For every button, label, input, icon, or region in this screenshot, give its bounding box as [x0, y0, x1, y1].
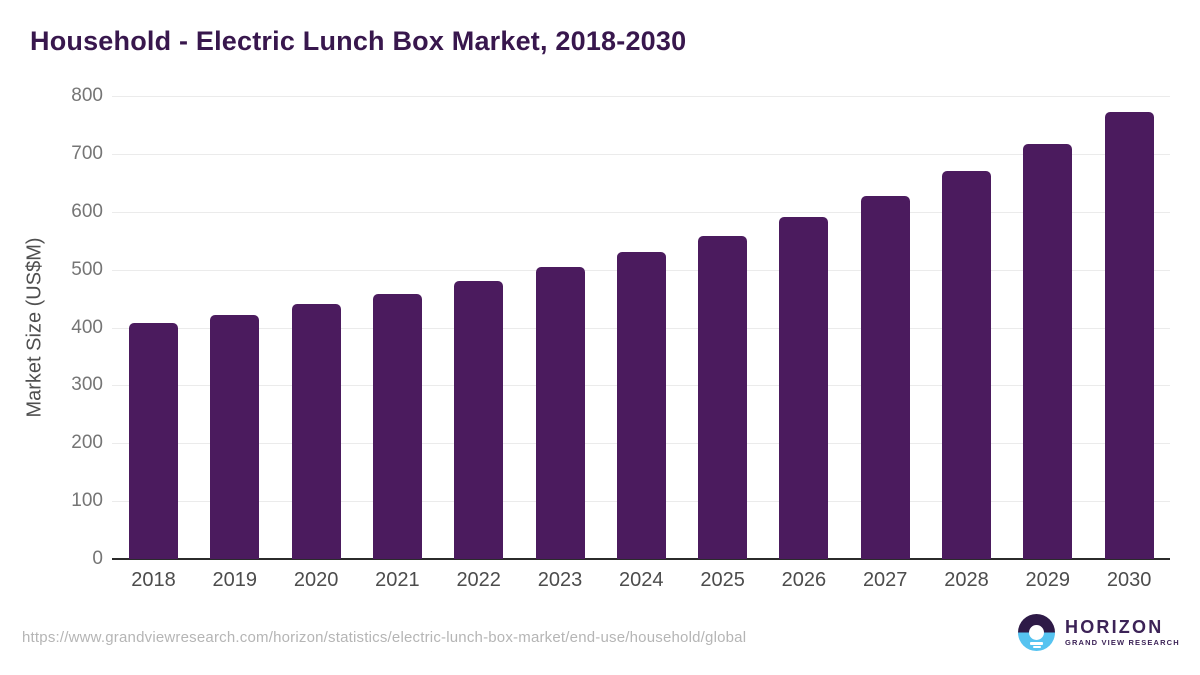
bar-2019 [210, 314, 260, 559]
logo-text: HORIZON GRAND VIEW RESEARCH [1065, 618, 1180, 647]
x-tick-label-2028: 2028 [944, 569, 989, 591]
bar-2028 [942, 171, 991, 559]
x-tick-label-2024: 2024 [619, 569, 664, 591]
x-tick-label-2026: 2026 [781, 569, 827, 591]
x-tick-label-2029: 2029 [1025, 569, 1071, 591]
x-tick-label-2025: 2025 [700, 569, 745, 591]
y-tick-label-0: 0 [92, 548, 103, 569]
horizon-logo-icon [1018, 614, 1055, 651]
gridline-700 [112, 153, 1170, 155]
gridline-800 [112, 96, 1170, 97]
x-tick-label-2019: 2019 [212, 569, 258, 591]
plot-area [112, 96, 1170, 560]
source-url: https://www.grandviewresearch.com/horizo… [22, 629, 747, 646]
logo-name: HORIZON [1065, 617, 1164, 638]
bar-2023 [535, 266, 585, 559]
bar-2022 [454, 281, 504, 559]
x-tick-label-2018: 2018 [131, 569, 176, 591]
bar-2029 [1023, 144, 1073, 559]
bar-2030 [1104, 112, 1154, 559]
x-tick-label-2027: 2027 [862, 569, 908, 591]
x-tick-label-2020: 2020 [293, 569, 339, 591]
x-tick-label-2022: 2022 [456, 569, 501, 591]
bar-2021 [372, 293, 422, 559]
x-axis-tick-labels: 2018 2019 2020 2021 2022 2023 2024 2025 2026 2027… [112, 569, 1170, 595]
logo-subtitle: GRAND VIEW RESEARCH [1065, 638, 1180, 648]
horizon-logo: HORIZON GRAND VIEW RESEARCH [1018, 614, 1180, 651]
logo-reflection-line [1032, 646, 1041, 648]
x-axis-line [112, 558, 1170, 560]
y-tick-label-300: 300 [71, 374, 103, 396]
y-axis-title-text: Market Size (US$M) [23, 237, 46, 418]
y-tick-label-700: 700 [71, 142, 103, 164]
logo-sun-circle [1029, 625, 1044, 640]
y-tick-label-100: 100 [71, 490, 103, 512]
logo-reflection-line [1030, 642, 1043, 645]
bar-2027 [860, 196, 910, 559]
y-tick-label-400: 400 [71, 316, 103, 338]
x-tick-label-2021: 2021 [375, 569, 420, 591]
y-tick-label-500: 500 [71, 258, 103, 280]
bar-2018 [129, 322, 178, 559]
y-tick-label-600: 600 [71, 200, 103, 222]
bar-2025 [698, 236, 748, 559]
bar-2026 [779, 216, 829, 559]
y-axis-tick-labels: 0 100 200 300 400 500 600 700 800 [50, 85, 103, 569]
x-tick-label-2023: 2023 [537, 569, 583, 591]
gridline-600 [112, 211, 1170, 213]
y-tick-label-200: 200 [71, 432, 103, 454]
chart-title: Household - Electric Lunch Box Market, 2… [30, 26, 687, 56]
bar-2024 [616, 252, 666, 559]
y-tick-label-800: 800 [71, 85, 103, 106]
x-tick-label-2030: 2030 [1106, 569, 1152, 591]
bar-2020 [291, 304, 341, 559]
